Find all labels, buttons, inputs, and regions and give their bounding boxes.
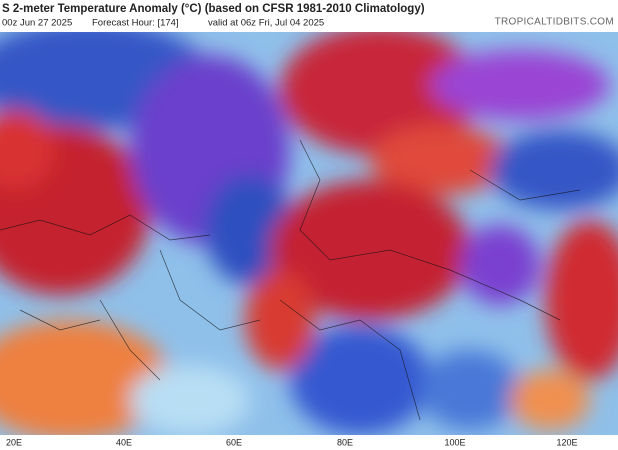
longitude-label: 100E xyxy=(444,437,465,447)
blob xyxy=(370,125,510,195)
map-title: S 2-meter Temperature Anomaly (°C) (base… xyxy=(2,3,425,15)
blob xyxy=(290,325,430,435)
blob xyxy=(420,350,520,430)
blob xyxy=(430,50,610,120)
blob xyxy=(545,220,618,380)
longitude-label: 120E xyxy=(556,437,577,447)
valid-time: valid at 06z Fri, Jul 04 2025 xyxy=(208,18,324,29)
longitude-labels: 20E 40E 60E 80E 100E 120E xyxy=(6,437,578,447)
longitude-label: 20E xyxy=(6,437,22,447)
anomaly-field xyxy=(0,32,618,435)
blob xyxy=(460,225,540,305)
longitude-label: 80E xyxy=(337,437,353,447)
blob xyxy=(270,180,470,320)
blob xyxy=(245,270,315,370)
blob xyxy=(490,130,618,210)
forecast-hour: Forecast Hour: [174] xyxy=(92,18,179,29)
anomaly-blobs xyxy=(0,32,618,435)
longitude-label: 60E xyxy=(226,437,242,447)
blob xyxy=(0,320,170,435)
blob xyxy=(280,32,480,155)
blob xyxy=(0,110,55,190)
source: TROPICALTIDBITS.COM xyxy=(495,17,614,28)
init-time: 00z Jun 27 2025 xyxy=(2,18,72,29)
country-borders xyxy=(0,139,581,421)
longitude-label: 40E xyxy=(116,437,132,447)
blob xyxy=(510,370,590,430)
blob xyxy=(130,365,250,435)
